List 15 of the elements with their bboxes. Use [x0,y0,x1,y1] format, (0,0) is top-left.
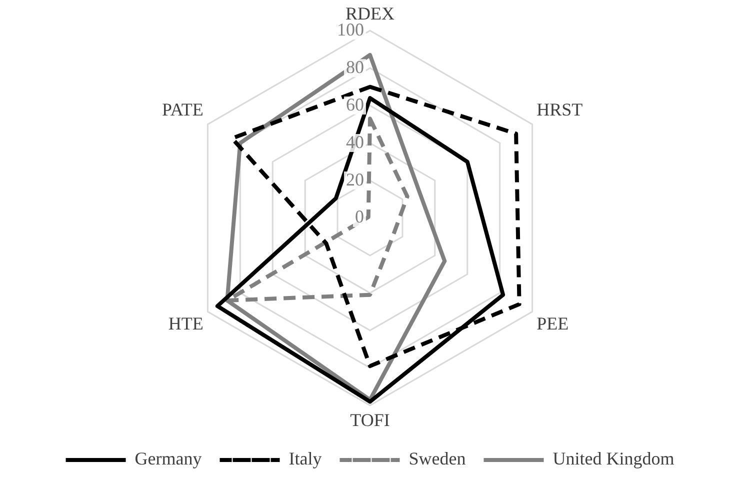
spoke-label: TOFI [350,410,390,430]
spoke-label: PEE [536,314,569,334]
y-tick-label: 40 [346,132,364,152]
y-tick-label: 20 [346,169,364,190]
legend-label: Italy [288,448,322,469]
y-tick-label: 0 [355,206,364,227]
spoke-label: HTE [168,314,204,334]
y-tick-label: 80 [346,56,364,77]
spoke-label: PATE [162,100,204,120]
spoke-label: HRST [536,100,583,120]
legend-label: Germany [134,448,202,469]
legend-label: United Kingdom [552,448,674,469]
legend-label: Sweden [408,448,466,469]
y-tick-label: 100 [337,19,364,40]
y-tick-label: 60 [346,94,364,114]
